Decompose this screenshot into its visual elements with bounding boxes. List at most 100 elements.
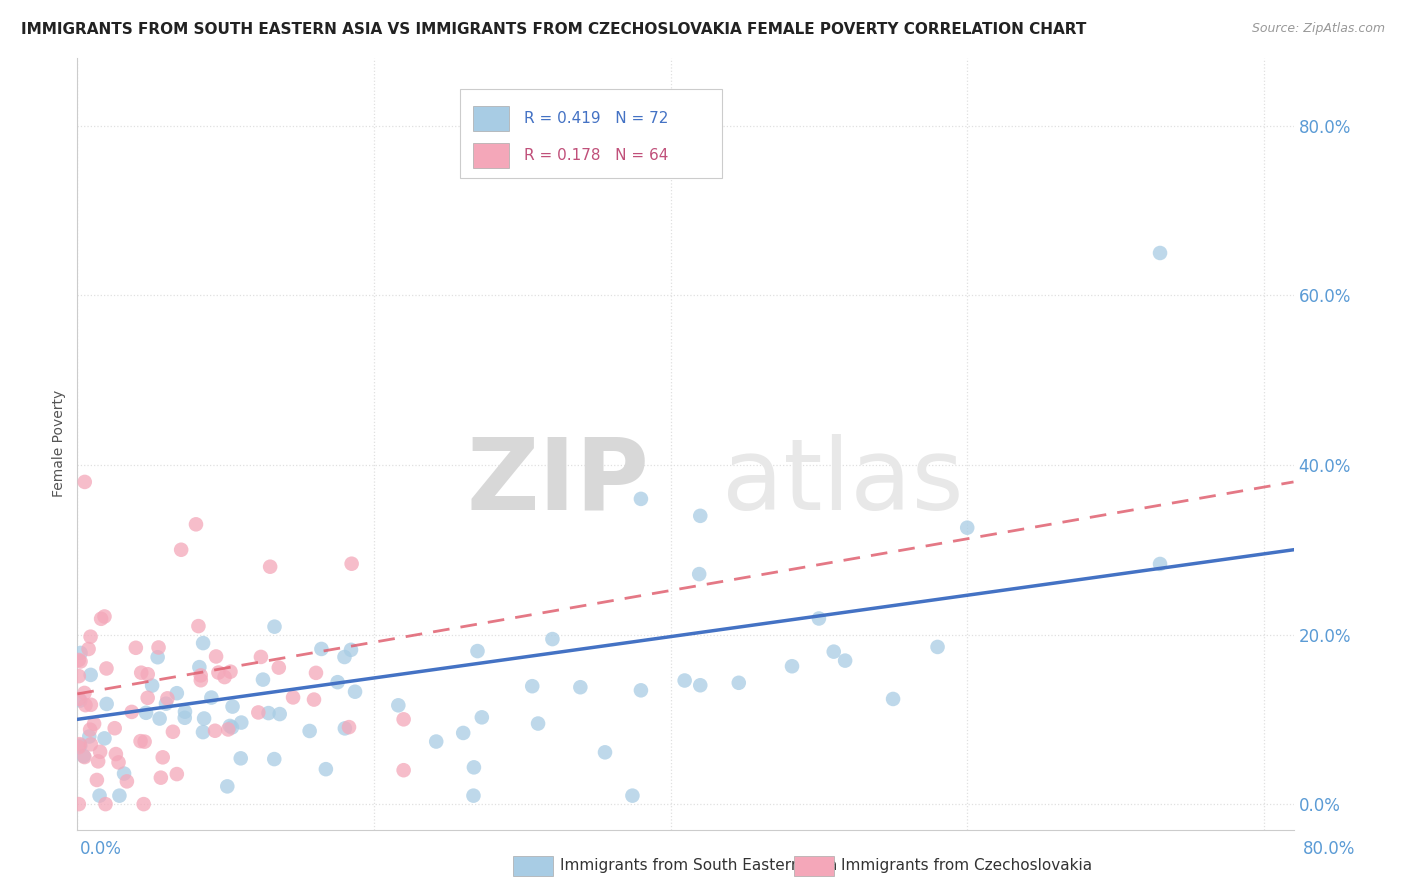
Point [569, 680, 592, 694]
Text: atlas: atlas [721, 434, 963, 531]
Point [463, 760, 485, 774]
Point [340, 557, 363, 571]
Point [79, 730, 101, 744]
Point [69, 646, 91, 660]
Point [263, 620, 285, 634]
Point [73, 475, 96, 489]
FancyBboxPatch shape [472, 143, 509, 169]
Point [207, 665, 229, 680]
Point [311, 642, 333, 657]
Point [689, 508, 711, 523]
Point [184, 517, 207, 532]
Point [780, 659, 803, 673]
Point [75, 698, 97, 713]
Point [205, 649, 228, 664]
Point [93, 609, 115, 624]
Point [83, 716, 105, 731]
Point [94, 797, 117, 811]
Point [67, 797, 90, 811]
Point [129, 665, 152, 680]
Point [166, 686, 188, 700]
Point [630, 683, 652, 698]
Point [136, 690, 159, 705]
Text: IMMIGRANTS FROM SOUTH EASTERN ASIA VS IMMIGRANTS FROM CZECHOSLOVAKIA FEMALE POVE: IMMIGRANTS FROM SOUTH EASTERN ASIA VS IM… [21, 22, 1087, 37]
Point [135, 706, 157, 720]
Point [333, 722, 356, 736]
Point [267, 660, 290, 674]
Point [425, 734, 447, 748]
Point [146, 650, 169, 665]
Point [170, 542, 193, 557]
Point [156, 691, 179, 706]
Point [96, 697, 118, 711]
Point [134, 734, 156, 748]
Point [451, 726, 474, 740]
Point [96, 661, 118, 675]
Point [340, 643, 363, 657]
Point [162, 724, 184, 739]
Point [630, 491, 652, 506]
Point [67, 669, 90, 683]
Point [688, 567, 710, 582]
Point [67, 653, 90, 667]
Point [173, 711, 195, 725]
Point [149, 712, 172, 726]
Point [132, 797, 155, 811]
Point [1149, 246, 1171, 260]
Text: 80.0%: 80.0% [1302, 840, 1355, 858]
Point [387, 698, 409, 713]
Point [129, 734, 152, 748]
Point [217, 780, 239, 794]
Point [108, 789, 131, 803]
Point [392, 712, 415, 726]
Point [250, 649, 273, 664]
Point [834, 654, 856, 668]
Point [204, 723, 226, 738]
Point [79, 723, 101, 737]
Point [229, 751, 252, 765]
FancyBboxPatch shape [472, 106, 509, 131]
Point [807, 611, 830, 625]
Point [89, 745, 111, 759]
Point [221, 699, 243, 714]
Point [1149, 557, 1171, 571]
Point [214, 670, 236, 684]
Point [190, 668, 212, 682]
Point [621, 789, 644, 803]
Point [344, 684, 367, 698]
Point [263, 752, 285, 766]
Point [136, 667, 159, 681]
Point [259, 559, 281, 574]
Point [141, 679, 163, 693]
Point [392, 763, 415, 777]
Point [77, 642, 100, 657]
Point [174, 705, 197, 719]
Text: 0.0%: 0.0% [80, 840, 122, 858]
Point [125, 640, 148, 655]
Point [148, 640, 170, 655]
Point [90, 612, 112, 626]
Point [80, 698, 103, 712]
Point [252, 673, 274, 687]
Text: Immigrants from South Eastern Asia: Immigrants from South Eastern Asia [560, 858, 837, 872]
Point [166, 767, 188, 781]
Point [593, 745, 616, 759]
Point [104, 721, 127, 735]
Y-axis label: Female Poverty: Female Poverty [52, 390, 66, 498]
Point [221, 720, 243, 734]
Point [193, 711, 215, 725]
Point [187, 619, 209, 633]
Point [467, 644, 489, 658]
Point [89, 789, 111, 803]
Point [200, 690, 222, 705]
Point [73, 686, 96, 700]
Point [727, 675, 749, 690]
Point [326, 675, 349, 690]
Point [463, 789, 485, 803]
Point [541, 632, 564, 646]
Point [107, 756, 129, 770]
Point [73, 749, 96, 764]
Point [69, 655, 91, 669]
Point [305, 665, 328, 680]
Point [115, 774, 138, 789]
